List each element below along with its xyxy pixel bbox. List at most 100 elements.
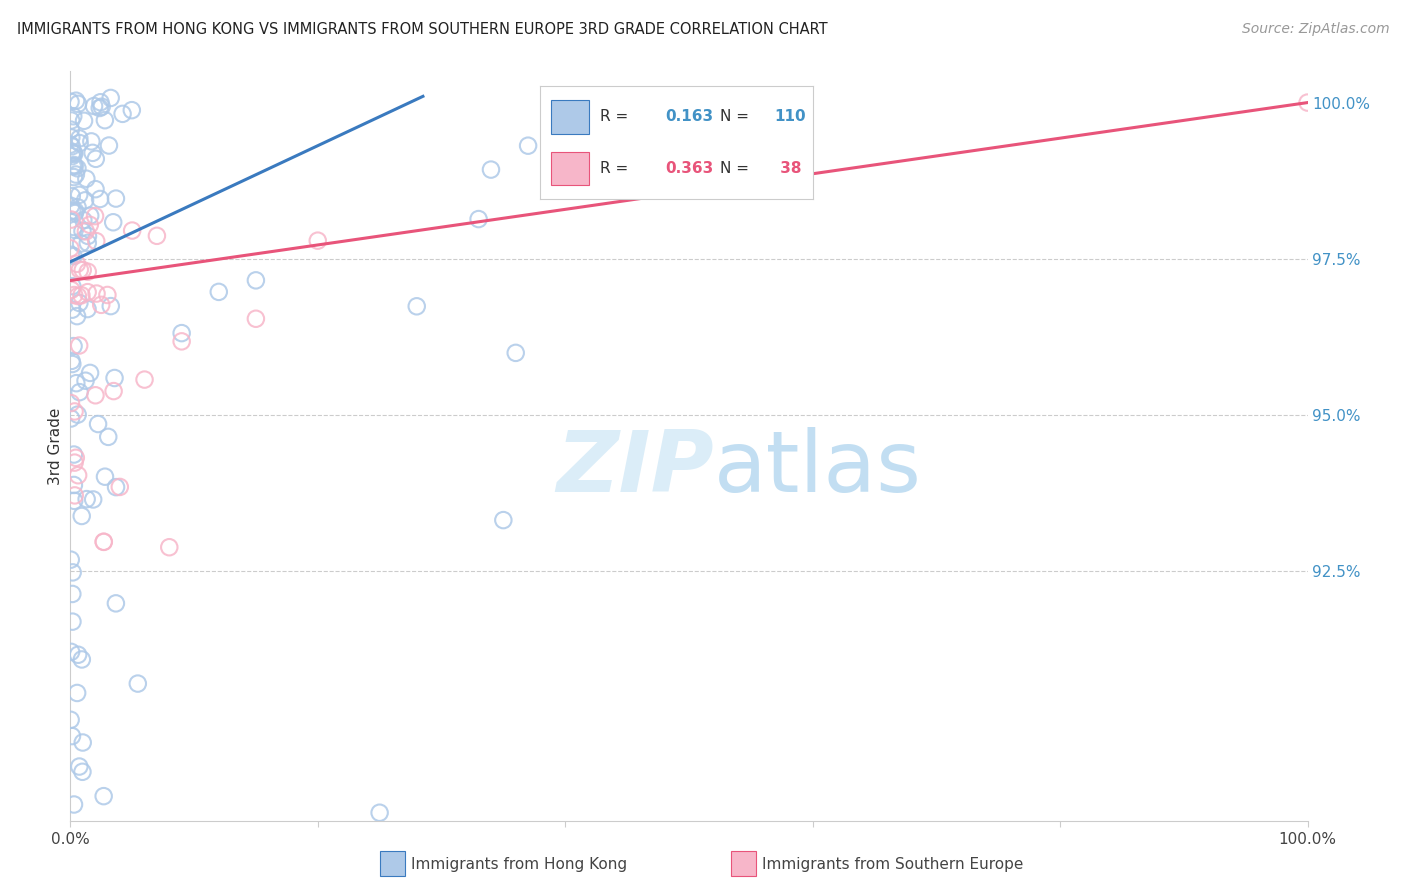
Point [90,298,112,312]
Point [66,257,89,271]
Point [505,346,527,360]
Point [60,149,83,163]
Point [60,302,83,317]
Point [62,159,84,173]
Point [82,145,104,160]
Y-axis label: 3rd Grade: 3rd Grade [48,408,63,484]
Point [89,192,111,206]
Point [67,187,90,202]
Point [60,212,83,227]
Point [89,101,111,115]
Point [65,376,87,391]
Point [104,596,127,610]
Point [63,147,86,161]
Point [479,162,502,177]
Point [67,296,90,310]
Point [72,224,94,238]
Point [121,103,143,117]
Point [108,480,131,494]
Point [62,615,84,629]
Point [86,286,108,301]
Point [63,404,86,418]
Point [63,493,86,508]
Point [368,805,391,820]
Point [65,94,87,108]
Point [97,430,120,444]
Point [87,417,110,431]
Point [59,122,82,136]
Point [127,676,149,690]
Point [83,99,105,113]
Point [75,374,97,388]
Point [63,488,86,502]
Point [93,534,115,549]
Point [67,759,90,773]
Point [63,223,86,237]
Text: ZIP: ZIP [555,427,714,510]
Point [66,289,89,303]
Point [62,339,84,353]
Point [60,357,83,371]
Point [104,192,127,206]
Point [103,215,125,229]
Point [65,450,87,465]
Point [60,203,83,218]
Point [63,158,86,172]
Point [94,469,117,483]
Point [76,492,98,507]
Point [76,235,98,250]
Point [60,411,83,425]
Point [84,182,107,196]
Point [59,396,82,410]
Point [76,301,98,316]
Point [405,299,427,313]
Point [75,194,97,208]
Text: Immigrants from Southern Europe: Immigrants from Southern Europe [762,857,1024,871]
Point [103,384,125,398]
Point [62,249,84,263]
Point [1296,95,1319,110]
Point [63,170,86,185]
Point [60,113,83,128]
Point [59,199,82,213]
Point [467,212,489,227]
Point [66,200,89,214]
Point [65,168,87,182]
Point [67,648,90,662]
Point [76,285,98,300]
Point [100,91,122,105]
Point [60,283,83,297]
Point [63,456,86,470]
Point [84,388,107,402]
Text: IMMIGRANTS FROM HONG KONG VS IMMIGRANTS FROM SOUTHERN EUROPE 3RD GRADE CORRELATI: IMMIGRANTS FROM HONG KONG VS IMMIGRANTS … [17,22,828,37]
Point [70,288,93,302]
Point [63,206,86,220]
Point [170,326,193,340]
Point [59,137,82,152]
Point [62,146,84,161]
Point [60,279,83,293]
Point [97,138,120,153]
Point [69,136,91,150]
Point [59,95,82,109]
Point [70,652,93,666]
Point [82,492,104,507]
Point [59,248,82,262]
Point [63,160,86,174]
Point [94,113,117,128]
Point [62,145,84,159]
Point [70,236,93,251]
Point [62,219,84,234]
Point [67,468,90,483]
Point [517,138,540,153]
Point [73,113,96,128]
Point [60,130,83,145]
Point [307,234,329,248]
Point [245,311,267,326]
Point [66,161,89,176]
Point [75,171,97,186]
Point [62,109,84,123]
Point [62,566,84,580]
Point [63,204,86,219]
Point [67,338,90,352]
